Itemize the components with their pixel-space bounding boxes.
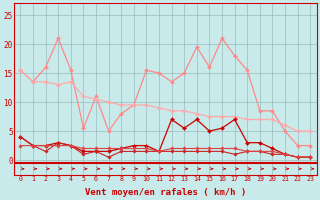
X-axis label: Vent moyen/en rafales ( km/h ): Vent moyen/en rafales ( km/h ): [85, 188, 246, 197]
